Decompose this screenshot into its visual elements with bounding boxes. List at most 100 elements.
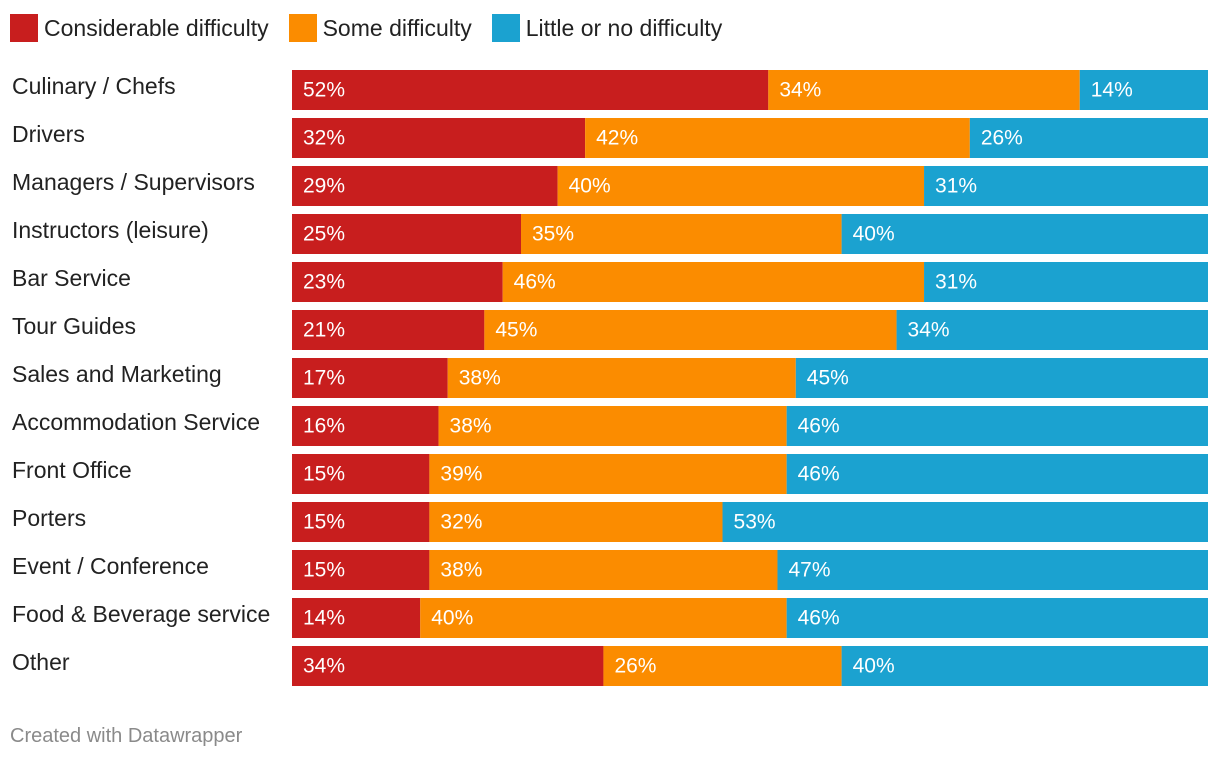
bar-segment [795,358,1208,398]
bar-segment [722,502,1208,542]
category-label: Culinary / Chefs [12,73,176,99]
bar-segment [786,598,1208,638]
data-label: 45% [495,319,537,342]
category-label: Sales and Marketing [12,361,222,387]
bar-segment [429,454,787,494]
category-label: Tour Guides [12,313,136,339]
category-label: Accommodation Service [12,409,260,435]
bar-segment [292,598,421,638]
bar-segment [292,502,430,542]
bar-segment [896,310,1208,350]
data-label: 46% [798,415,840,438]
category-label: Porters [12,505,86,531]
legend-swatch [491,14,520,42]
data-label: 38% [459,367,501,390]
data-label: 14% [1091,79,1133,102]
legend-label: Little or no difficulty [525,14,723,41]
bar-segment [292,262,503,302]
data-label: 23% [303,271,345,294]
legend-item: Little or no difficulty [491,14,723,42]
data-label: 26% [614,655,656,678]
category-label: Front Office [12,457,132,483]
data-label: 39% [440,463,482,486]
data-label: 15% [303,511,345,534]
bar-segment [292,406,439,446]
bar-segment [768,70,1080,110]
footer-credit[interactable]: Created with Datawrapper [10,725,243,747]
bar-segment [438,406,787,446]
data-label: 31% [935,175,977,198]
legend-label: Considerable difficulty [44,14,269,41]
bar-segment [292,214,521,254]
data-label: 40% [853,223,895,246]
bar-segment [521,214,842,254]
data-label: 32% [440,511,482,534]
category-label: Event / Conference [12,553,209,579]
bar-segment [924,262,1208,302]
data-label: 21% [303,319,345,342]
bar-segment [292,646,604,686]
bar-segment [292,454,430,494]
data-label: 34% [908,319,950,342]
data-label: 52% [303,79,345,102]
bar-segment [786,406,1208,446]
legend-label: Some difficulty [322,14,472,41]
bar-segment [1079,70,1208,110]
data-label: 34% [779,79,821,102]
data-label: 15% [303,559,345,582]
bar-segment [777,550,1208,590]
bar-segment [420,598,787,638]
data-label: 46% [798,463,840,486]
bar-segment [585,118,970,158]
bar-segment [447,358,796,398]
legend-swatch [288,14,317,42]
data-label: 40% [569,175,611,198]
bar-segment [557,166,925,206]
category-label: Food & Beverage service [12,601,270,627]
data-label: 42% [596,127,638,150]
bar-segment [429,550,778,590]
data-label: 25% [303,223,345,246]
data-label: 35% [532,223,574,246]
data-label: 40% [431,607,473,630]
data-label: 26% [981,127,1023,150]
category-label: Other [12,649,70,675]
data-label: 53% [734,511,776,534]
data-label: 34% [303,655,345,678]
data-label: 15% [303,463,345,486]
data-label: 40% [853,655,895,678]
data-label: 46% [798,607,840,630]
data-label: 38% [440,559,482,582]
bar-segment [292,166,558,206]
data-label: 14% [303,607,345,630]
bar-segment [786,454,1208,494]
bar-segment [292,70,769,110]
bar-segment [969,118,1208,158]
category-label: Managers / Supervisors [12,169,255,195]
bar-segment [841,214,1208,254]
data-label: 45% [807,367,849,390]
legend-swatch [10,14,38,42]
bar-segment [292,118,586,158]
bar-segment [502,262,925,302]
data-label: 46% [514,271,556,294]
category-label: Bar Service [12,265,131,291]
category-label: Drivers [12,121,85,147]
data-label: 16% [303,415,345,438]
bar-segment [292,550,430,590]
bar-segment [292,358,448,398]
data-label: 38% [450,415,492,438]
bar-segment [429,502,723,542]
data-label: 17% [303,367,345,390]
bar-segment [841,646,1208,686]
category-label: Instructors (leisure) [12,217,209,243]
bar-segment [292,310,485,350]
legend-item: Considerable difficulty [10,14,269,42]
bar-segment [603,646,842,686]
bar-segment [484,310,897,350]
data-label: 32% [303,127,345,150]
data-label: 47% [788,559,830,582]
bar-segment [924,166,1208,206]
data-label: 29% [303,175,345,198]
